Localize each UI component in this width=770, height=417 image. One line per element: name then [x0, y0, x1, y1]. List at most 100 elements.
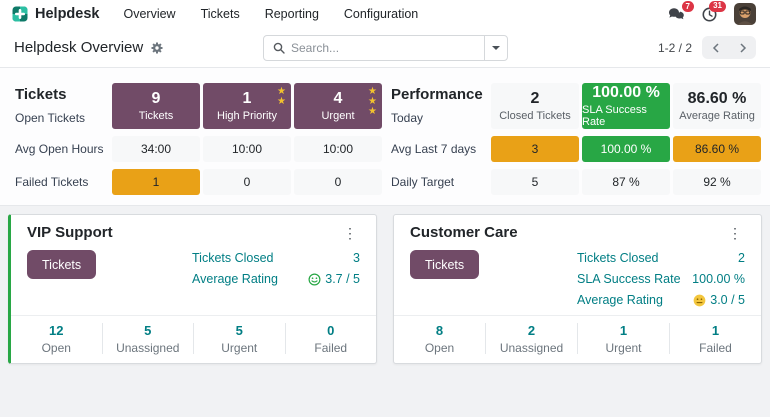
kpi-tickets-closed-value: 3 [353, 251, 360, 265]
stat-failed[interactable]: 0 Failed [284, 323, 377, 355]
search-dropdown-toggle[interactable] [484, 36, 507, 60]
page-title: Helpdesk Overview [14, 39, 144, 56]
kpi-average-rating-link[interactable]: Average Rating [577, 293, 663, 307]
average-rating-value: 86.60 % [687, 90, 747, 108]
tickets-button[interactable]: Tickets [27, 250, 97, 279]
tickets-button[interactable]: Tickets [410, 250, 480, 279]
open-tickets-row-label: Open Tickets [15, 111, 86, 125]
average-rating-card[interactable]: 86.60 % Average Rating [673, 83, 761, 129]
stat-open[interactable]: 12 Open [41, 323, 71, 355]
kebab-menu-icon[interactable]: ⋮ [343, 224, 357, 241]
urgent-count: 4 [333, 90, 343, 108]
daily-target-average-rating[interactable]: 92 % [673, 169, 761, 195]
sla-success-value: 100.00 % [592, 84, 660, 102]
open-tickets-count: 9 [151, 90, 161, 108]
avg-open-hours-label: Avg Open Hours [15, 142, 104, 156]
search-icon [264, 42, 291, 54]
teams-area: VIP Support ⋮ Tickets Tickets Closed 3 A… [0, 206, 770, 372]
stat-unassigned[interactable]: 5 Unassigned [101, 323, 194, 355]
kpi-average-rating-value: 3.0 / 5 [693, 293, 745, 307]
pager-previous-button[interactable] [702, 36, 729, 59]
sla-success-label: SLA Success Rate [582, 103, 647, 128]
nav-item-reporting[interactable]: Reporting [264, 7, 319, 21]
failed-high-priority-count[interactable]: 0 [203, 169, 291, 195]
team-stats-row: 12 Open 5 Unassigned 5 Urgent 0 Failed [11, 315, 376, 363]
pager-next-button[interactable] [729, 36, 756, 59]
nav-item-overview[interactable]: Overview [123, 7, 176, 21]
stat-unassigned[interactable]: 2 Unassigned [485, 323, 577, 355]
failed-tickets-count[interactable]: 1 [112, 169, 200, 195]
open-tickets-card[interactable]: 9 Tickets [112, 83, 200, 129]
nav-item-configuration[interactable]: Configuration [343, 7, 419, 21]
tickets-section-title: Tickets [15, 86, 67, 103]
stat-failed[interactable]: 1 Failed [669, 323, 761, 355]
kpi-average-rating-value: 3.7 / 5 [308, 272, 360, 286]
team-kpi-list: Tickets Closed 3 Average Rating [192, 251, 360, 293]
kpi-row-tickets-closed: Tickets Closed 3 [192, 251, 360, 265]
control-panel: Helpdesk Overview [0, 28, 770, 68]
avg-open-hours-urgent[interactable]: 10:00 [294, 136, 382, 162]
daily-target-label: Daily Target [391, 175, 455, 189]
top-nav: Helpdesk Overview Tickets Reporting Conf… [0, 0, 770, 28]
urgent-label: Urgent [321, 109, 355, 122]
user-avatar[interactable] [734, 3, 756, 25]
priority-stars-icon: ★ ★ [277, 86, 286, 107]
messages-badge: 7 [681, 1, 694, 12]
kpi-tickets-closed-link[interactable]: Tickets Closed [577, 251, 659, 265]
avg-open-hours-tickets[interactable]: 34:00 [112, 136, 200, 162]
app-brand[interactable]: Helpdesk [12, 6, 99, 22]
closed-tickets-count: 2 [530, 90, 540, 108]
happy-smiley-icon [308, 273, 321, 286]
avg-7d-sla-success[interactable]: 100.00 % [582, 136, 670, 162]
kpi-tickets-closed-link[interactable]: Tickets Closed [192, 251, 274, 265]
closed-tickets-card[interactable]: 2 Closed Tickets [491, 83, 579, 129]
high-priority-count: 1 [242, 90, 252, 108]
kpi-row-average-rating: Average Rating 3.7 / 5 [192, 272, 360, 286]
caret-down-icon [492, 46, 500, 50]
messages-button[interactable]: 7 [668, 1, 694, 21]
urgent-card[interactable]: ★ ★ ★ 4 Urgent [294, 83, 382, 129]
daily-target-closed-tickets[interactable]: 5 [491, 169, 579, 195]
kpi-sla-success-value: 100.00 % [692, 272, 745, 286]
today-row-label: Today [391, 111, 424, 125]
gear-icon[interactable] [151, 42, 163, 54]
nav-item-tickets[interactable]: Tickets [200, 7, 240, 21]
kebab-menu-icon[interactable]: ⋮ [728, 224, 742, 241]
pager-range: 1-2 / 2 [657, 40, 692, 55]
team-stats-row: 8 Open 2 Unassigned 1 Urgent 1 Failed [394, 315, 761, 363]
stat-urgent[interactable]: 5 Urgent [193, 323, 285, 355]
kpi-row-sla-success: SLA Success Rate 100.00 % [577, 272, 745, 286]
tickets-summary: Tickets Open Tickets 9 Tickets ★ ★ 1 High… [0, 83, 385, 205]
kpi-row-average-rating: Average Rating 3.0 / 5 [577, 293, 745, 307]
search-input[interactable] [291, 41, 484, 55]
team-kpi-list: Tickets Closed 2 SLA Success Rate 100.00… [577, 251, 745, 314]
kpi-row-tickets-closed: Tickets Closed 2 [577, 251, 745, 265]
stat-urgent[interactable]: 1 Urgent [577, 323, 669, 355]
kpi-sla-success-link[interactable]: SLA Success Rate [577, 272, 681, 286]
search-box [263, 35, 508, 61]
avg-7d-average-rating[interactable]: 86.60 % [673, 136, 761, 162]
avg-7d-closed-tickets[interactable]: 3 [491, 136, 579, 162]
team-name-customer-care[interactable]: Customer Care [410, 224, 518, 241]
kpi-average-rating-link[interactable]: Average Rating [192, 272, 278, 286]
stat-open[interactable]: 8 Open [424, 323, 455, 355]
avg-open-hours-high-priority[interactable]: 10:00 [203, 136, 291, 162]
activities-button[interactable]: 31 [702, 0, 726, 22]
performance-summary: Performance Today 2 Closed Tickets 100.0… [385, 83, 770, 205]
neutral-smiley-icon [693, 294, 706, 307]
app-name[interactable]: Helpdesk [35, 6, 100, 22]
sla-success-card[interactable]: 100.00 % SLA Success Rate [582, 83, 670, 129]
main-menu: Overview Tickets Reporting Configuration [123, 7, 418, 21]
failed-tickets-label: Failed Tickets [15, 175, 89, 189]
team-name-vip-support[interactable]: VIP Support [27, 224, 113, 241]
failed-urgent-count[interactable]: 0 [294, 169, 382, 195]
team-card-vip-support: VIP Support ⋮ Tickets Tickets Closed 3 A… [8, 214, 377, 364]
pager: 1-2 / 2 [658, 36, 756, 59]
high-priority-card[interactable]: ★ ★ 1 High Priority [203, 83, 291, 129]
activities-badge: 31 [709, 0, 726, 12]
closed-tickets-label: Closed Tickets [499, 109, 571, 122]
daily-target-sla-success[interactable]: 87 % [582, 169, 670, 195]
kpi-tickets-closed-value: 2 [738, 251, 745, 265]
open-tickets-label: Tickets [138, 109, 174, 122]
